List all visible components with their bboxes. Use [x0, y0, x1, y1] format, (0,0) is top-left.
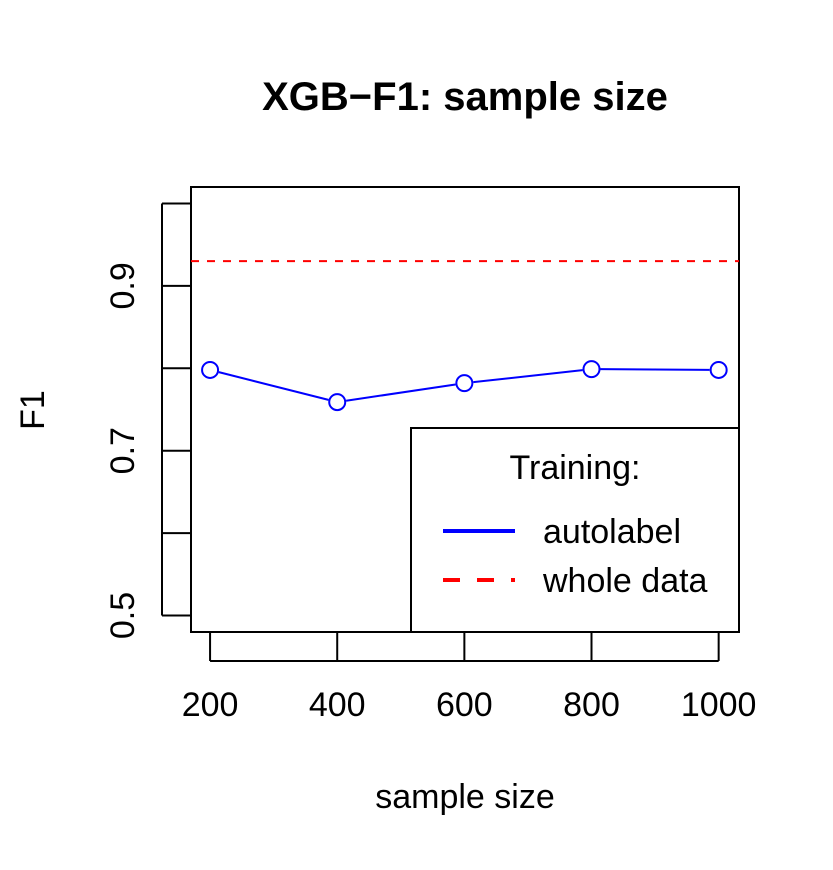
plot-area — [191, 260, 739, 412]
x-axis-label: sample size — [375, 778, 555, 816]
series-line-segment — [473, 369, 583, 384]
data-point — [201, 360, 220, 379]
x-tick-label: 600 — [436, 686, 493, 724]
y-tick-label: 0.5 — [104, 592, 142, 639]
legend-title: Training: — [509, 449, 640, 487]
x-axis: 200 400 600 800 1000 — [182, 632, 757, 724]
x-tick-label: 800 — [563, 686, 620, 724]
data-point — [328, 393, 347, 412]
data-point — [582, 360, 601, 379]
y-axis-label: F1 — [14, 390, 52, 430]
data-point — [455, 374, 474, 393]
series-line-segment — [600, 368, 710, 371]
legend-label-autolabel: autolabel — [543, 513, 681, 551]
y-axis: 0.5 0.7 0.9 — [104, 202, 191, 639]
series-line-segment — [345, 383, 456, 402]
data-point — [709, 360, 728, 379]
y-tick-label: 0.9 — [104, 262, 142, 309]
legend-label-whole-data: whole data — [542, 562, 708, 600]
x-tick-label: 400 — [309, 686, 366, 724]
legend: Training: autolabel whole data — [410, 427, 740, 633]
x-tick-label: 1000 — [681, 686, 757, 724]
y-tick-label: 0.7 — [104, 427, 142, 474]
chart-title: XGB−F1: sample size — [262, 75, 668, 119]
x-tick-label: 200 — [182, 686, 239, 724]
series-line-segment — [218, 371, 329, 401]
